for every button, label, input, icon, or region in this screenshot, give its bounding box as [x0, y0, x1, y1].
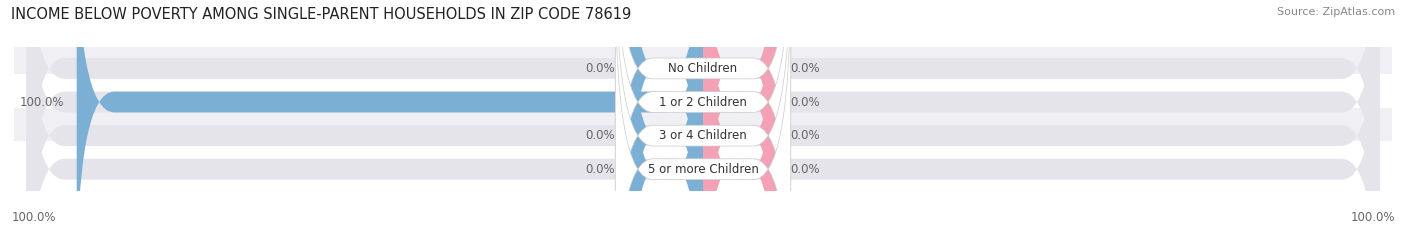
Text: 0.0%: 0.0%	[790, 62, 820, 75]
FancyBboxPatch shape	[703, 0, 778, 233]
FancyBboxPatch shape	[616, 0, 790, 233]
FancyBboxPatch shape	[77, 0, 703, 233]
Text: 0.0%: 0.0%	[790, 129, 820, 142]
Text: 100.0%: 100.0%	[11, 211, 56, 224]
FancyBboxPatch shape	[27, 0, 1379, 233]
Text: 0.0%: 0.0%	[586, 62, 616, 75]
FancyBboxPatch shape	[14, 40, 1392, 96]
Text: INCOME BELOW POVERTY AMONG SINGLE-PARENT HOUSEHOLDS IN ZIP CODE 78619: INCOME BELOW POVERTY AMONG SINGLE-PARENT…	[11, 7, 631, 22]
FancyBboxPatch shape	[616, 0, 790, 233]
Text: 5 or more Children: 5 or more Children	[648, 163, 758, 176]
FancyBboxPatch shape	[616, 0, 790, 233]
FancyBboxPatch shape	[14, 74, 1392, 130]
Text: 3 or 4 Children: 3 or 4 Children	[659, 129, 747, 142]
FancyBboxPatch shape	[27, 0, 1379, 233]
FancyBboxPatch shape	[703, 0, 778, 233]
FancyBboxPatch shape	[628, 0, 703, 233]
FancyBboxPatch shape	[14, 107, 1392, 164]
Text: 0.0%: 0.0%	[586, 129, 616, 142]
Text: 0.0%: 0.0%	[586, 163, 616, 176]
FancyBboxPatch shape	[14, 141, 1392, 197]
Text: 0.0%: 0.0%	[790, 96, 820, 109]
Text: Source: ZipAtlas.com: Source: ZipAtlas.com	[1277, 7, 1395, 17]
FancyBboxPatch shape	[703, 0, 778, 233]
FancyBboxPatch shape	[616, 0, 790, 233]
Text: 0.0%: 0.0%	[790, 163, 820, 176]
FancyBboxPatch shape	[27, 0, 1379, 233]
Text: 100.0%: 100.0%	[1350, 211, 1395, 224]
FancyBboxPatch shape	[27, 0, 1379, 233]
FancyBboxPatch shape	[628, 0, 703, 233]
Text: 1 or 2 Children: 1 or 2 Children	[659, 96, 747, 109]
Text: No Children: No Children	[668, 62, 738, 75]
Text: 100.0%: 100.0%	[20, 96, 65, 109]
FancyBboxPatch shape	[703, 0, 778, 233]
FancyBboxPatch shape	[628, 0, 703, 233]
